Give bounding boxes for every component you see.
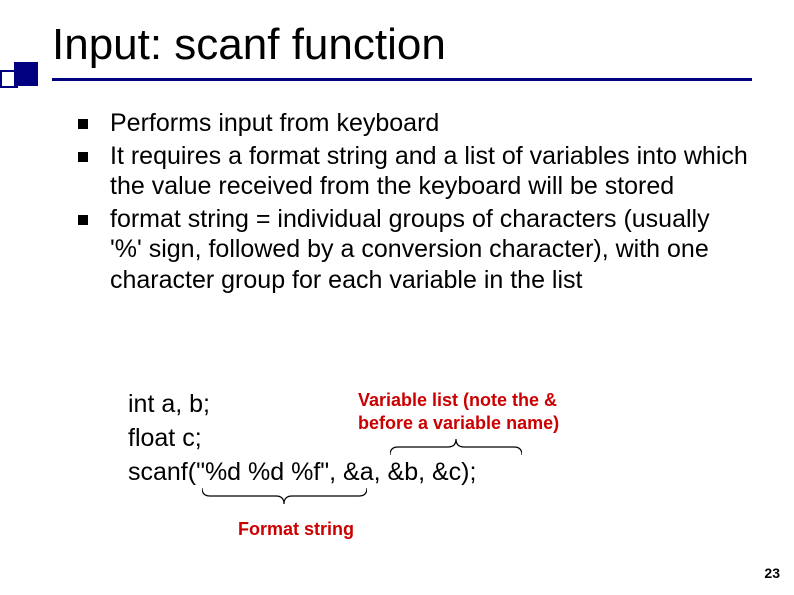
code-line: scanf("%d %d %f", &a, &b, &c); bbox=[128, 456, 476, 490]
annotation-text: before a variable name) bbox=[358, 412, 559, 435]
page-number: 23 bbox=[764, 565, 780, 581]
bullet-list: Performs input from keyboard It requires… bbox=[78, 108, 748, 297]
annotation-format-string: Format string bbox=[238, 519, 354, 540]
annotation-text: Variable list (note the & bbox=[358, 389, 559, 412]
bullet-item: It requires a format string and a list o… bbox=[78, 141, 748, 202]
bullet-text: Performs input from keyboard bbox=[110, 108, 439, 139]
decor-square-filled bbox=[14, 62, 38, 86]
bullet-item: format string = individual groups of cha… bbox=[78, 204, 748, 296]
bullet-text: format string = individual groups of cha… bbox=[110, 204, 748, 296]
bullet-text: It requires a format string and a list o… bbox=[110, 141, 748, 202]
annotation-variable-list: Variable list (note the & before a varia… bbox=[358, 389, 559, 434]
bullet-marker-icon bbox=[78, 152, 88, 162]
brace-bottom-icon bbox=[202, 488, 367, 506]
bullet-marker-icon bbox=[78, 215, 88, 225]
bullet-marker-icon bbox=[78, 119, 88, 129]
slide-title: Input: scanf function bbox=[52, 20, 446, 70]
bullet-item: Performs input from keyboard bbox=[78, 108, 748, 139]
title-underline bbox=[52, 78, 752, 81]
